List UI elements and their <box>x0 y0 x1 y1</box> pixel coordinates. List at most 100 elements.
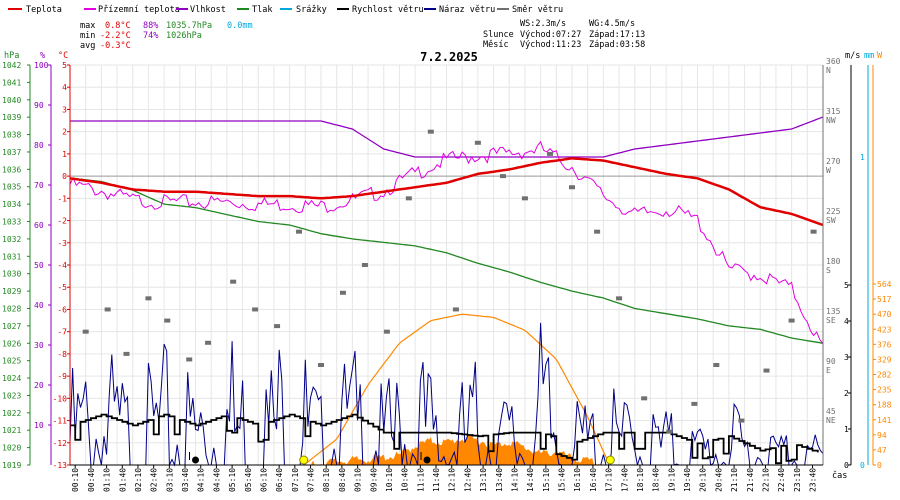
humidity-line <box>70 116 824 158</box>
sunset-marker <box>605 455 615 465</box>
pressure-tick-label: 1039 <box>2 113 21 122</box>
direction-tick-deg: 315 <box>826 107 841 116</box>
pressure-tick-label: 1024 <box>2 374 21 383</box>
wind-direction-point <box>713 363 720 367</box>
direction-tick-dir: SE <box>826 316 836 325</box>
rain-unit-label: mm <box>864 51 874 61</box>
info-sunrise: Východ:07:27 <box>520 30 581 40</box>
pressure-tick-label: 1020 <box>2 444 21 453</box>
pressure-tick-label: 1038 <box>2 131 21 140</box>
pressure-tick-label: 1019 <box>2 461 21 470</box>
moonrise-marker <box>423 456 431 464</box>
wind-tick-label: 1 <box>844 425 849 434</box>
x-tick-label: 22:40 <box>777 468 786 492</box>
legend-label: Tlak <box>252 5 272 15</box>
wind-direction-point <box>691 401 698 406</box>
x-tick-label: 00:40 <box>87 468 96 492</box>
x-tick-label: 06:10 <box>259 468 268 492</box>
x-tick-label: 15:40 <box>558 468 567 492</box>
temperature-tick-label: 3 <box>62 105 67 114</box>
radiation-tick-label: 329 <box>877 355 892 364</box>
x-tick-label: 13:10 <box>479 468 488 492</box>
info-moonset: Západ:03:58 <box>589 40 645 50</box>
temperature-tick-label: -4 <box>57 261 67 270</box>
legend-item-vlhkost: Vlhkost <box>176 5 226 15</box>
stat-min-label: min <box>80 31 95 41</box>
temperature-tick-label: -6 <box>57 305 67 314</box>
wind-direction-point <box>405 196 412 201</box>
direction-tick-deg: 135 <box>826 307 841 316</box>
x-tick-label: 23:10 <box>793 468 802 492</box>
wind-direction-point <box>383 329 390 334</box>
x-tick-label: 17:10 <box>605 468 614 492</box>
pressure-tick-label: 1023 <box>2 391 21 400</box>
temperature-unit-label: °C <box>58 51 68 61</box>
x-tick-label: 16:40 <box>589 468 598 492</box>
legend-label: Směr větru <box>512 5 563 15</box>
wind-direction-layer <box>82 129 817 434</box>
x-axis-tick-labels: 00:10 00:40 01:10 01:40 02:10 02:40 03:10 03:40… <box>71 465 818 492</box>
x-tick-label: 21:10 <box>730 468 739 492</box>
x-tick-label: 17:40 <box>620 468 629 492</box>
radiation-curve <box>303 313 609 466</box>
x-tick-label: 08:40 <box>338 468 347 492</box>
x-tick-label: 06:40 <box>275 468 284 492</box>
stat-min-temp: -2.2°C <box>100 31 131 41</box>
stat-max-press: 1035.7hPa <box>166 21 212 31</box>
temperature-tick-label: 4 <box>62 83 67 92</box>
x-tick-label: 08:10 <box>322 468 331 492</box>
temperature-tick-label: -9 <box>57 372 67 381</box>
wind-direction-point <box>104 307 111 312</box>
x-axis-title: čas <box>832 470 847 481</box>
info-moon-label: Měsíc <box>483 40 509 50</box>
humidity-tick-label: 30 <box>34 341 44 350</box>
humidity-tick-label: 60 <box>34 221 44 230</box>
legend-label: Náraz větru <box>439 5 495 15</box>
temperature-tick-label: -5 <box>57 283 67 292</box>
humidity-tick-label: 10 <box>34 421 44 430</box>
sunrise-marker <box>299 455 309 465</box>
wind-tick-label: 3 <box>844 353 849 362</box>
direction-tick-dir: N <box>826 66 831 75</box>
x-tick-label: 15:10 <box>542 468 551 492</box>
x-tick-label: 04:10 <box>197 468 206 492</box>
x-tick-label: 03:40 <box>181 468 190 492</box>
wind-direction-point <box>499 174 506 179</box>
legend-label: Přízemní teplota <box>98 5 180 15</box>
stats-block: max 0.8°C 88% 1035.7hPa 0.0mm min -2.2°C… <box>80 21 253 51</box>
axis-unit-labels: hPa % °C m/s mm W čas <box>4 51 883 481</box>
wind-direction-point <box>145 296 152 301</box>
legend-item-prizemni-teplota: Přízemní teplota <box>84 5 180 15</box>
wind-direction-point <box>738 418 745 423</box>
legend-item-tlak: Tlak <box>237 5 272 15</box>
wind-tick-label: 5 <box>844 281 849 290</box>
stat-max-temp: 0.8°C <box>105 21 131 31</box>
humidity-tick-label: 100 <box>34 61 49 70</box>
rain-tick-label: 1 <box>860 153 865 162</box>
radiation-tick-label: 517 <box>877 295 892 304</box>
series-layer <box>69 116 824 467</box>
pressure-tick-label: 1032 <box>2 235 21 244</box>
humidity-tick-label: 90 <box>34 101 44 110</box>
wind-tick-label: 4 <box>844 317 849 326</box>
wind-direction-point <box>274 324 281 329</box>
wind-direction-point <box>361 263 368 267</box>
humidity-unit-label: % <box>40 51 45 61</box>
wind-direction-point <box>763 368 770 373</box>
direction-tick-dir: W <box>826 166 831 175</box>
humidity-tick-label: 50 <box>34 261 44 270</box>
wind-direction-point <box>82 329 89 334</box>
temperature-tick-label: 1 <box>62 150 67 159</box>
pressure-tick-label: 1041 <box>2 78 21 87</box>
x-tick-label: 16:10 <box>573 468 582 492</box>
wind-direction-point <box>205 340 212 345</box>
info-moonrise: Východ:11:23 <box>520 40 581 50</box>
info-block: WS:2.3m/s WG:4.5m/s Slunce Východ:07:27 … <box>483 19 645 50</box>
wind-direction-point <box>666 429 673 434</box>
stat-max-hum: 88% <box>143 21 158 31</box>
pressure-tick-label: 1037 <box>2 148 21 157</box>
x-tick-label: 10:40 <box>401 468 410 492</box>
legend-label: Vlhkost <box>190 5 226 15</box>
wind-speed-line <box>70 413 819 465</box>
temperature-tick-label: 5 <box>62 61 67 70</box>
